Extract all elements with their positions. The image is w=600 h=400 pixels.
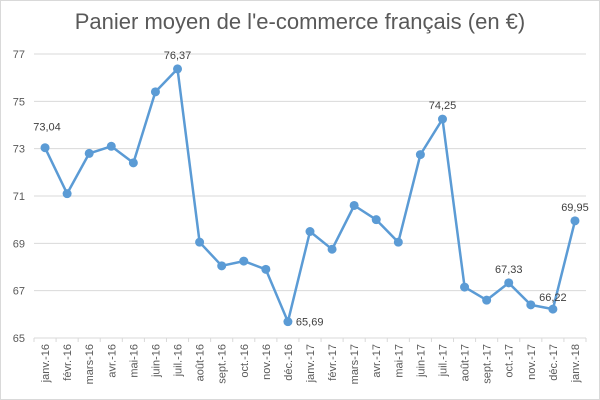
data-point bbox=[217, 261, 227, 271]
data-label: 73,04 bbox=[33, 122, 61, 134]
series-line bbox=[43, 67, 577, 323]
data-point bbox=[40, 143, 50, 153]
x-tick-label: oct.-17 bbox=[504, 344, 516, 378]
x-tick-label: mai-16 bbox=[128, 344, 140, 378]
x-tick-label: déc.-17 bbox=[548, 344, 560, 381]
x-tick-label: sept.-16 bbox=[217, 344, 229, 384]
data-point bbox=[106, 141, 116, 151]
data-point bbox=[173, 64, 183, 74]
x-tick-label: sept.-17 bbox=[482, 344, 494, 384]
y-tick-label: 65 bbox=[13, 333, 25, 345]
x-tick-label: mars-17 bbox=[349, 344, 361, 384]
data-point bbox=[371, 215, 381, 225]
data-point bbox=[526, 300, 536, 310]
data-point bbox=[261, 264, 271, 274]
data-point bbox=[62, 189, 72, 199]
x-tick-label: nov.-16 bbox=[261, 344, 273, 380]
data-point bbox=[195, 237, 205, 247]
x-tick-label: oct.-16 bbox=[239, 344, 251, 378]
data-label: 67,33 bbox=[495, 264, 523, 276]
y-tick-label: 77 bbox=[13, 49, 25, 61]
data-point bbox=[239, 256, 249, 266]
data-point bbox=[150, 87, 160, 97]
x-tick-label: janv.-16 bbox=[40, 344, 52, 383]
data-point bbox=[570, 216, 580, 226]
data-point bbox=[482, 295, 492, 305]
x-tick-label: août-17 bbox=[460, 344, 472, 381]
x-tick-label: juin-16 bbox=[150, 344, 162, 378]
x-tick-label: janv.-18 bbox=[570, 344, 582, 383]
y-tick-label: 69 bbox=[13, 238, 25, 250]
data-label: 69,95 bbox=[561, 202, 589, 214]
x-tick-label: mai-17 bbox=[393, 344, 405, 378]
data-point bbox=[283, 317, 293, 327]
x-tick-label: déc.-16 bbox=[283, 344, 295, 381]
x-tick-label: avr.-16 bbox=[106, 344, 118, 378]
x-tick-label: juil.-16 bbox=[173, 344, 185, 377]
data-point bbox=[305, 227, 315, 236]
data-point bbox=[128, 158, 138, 168]
data-point bbox=[393, 237, 403, 247]
x-tick-label: janv.-17 bbox=[305, 344, 317, 383]
data-label: 76,37 bbox=[164, 50, 192, 62]
x-tick-label: juin-17 bbox=[415, 344, 427, 378]
data-point bbox=[349, 200, 359, 210]
data-point bbox=[437, 114, 447, 124]
data-point bbox=[504, 278, 514, 288]
data-label: 65,69 bbox=[296, 317, 324, 329]
data-point bbox=[327, 244, 337, 254]
y-tick-label: 73 bbox=[13, 144, 25, 156]
chart-title: Panier moyen de l'e-commerce français (e… bbox=[74, 9, 526, 34]
x-tick-label: juil.-17 bbox=[437, 344, 449, 377]
data-label: 66,22 bbox=[539, 292, 567, 304]
data-label: 74,25 bbox=[429, 100, 457, 112]
x-tick-label: avr.-17 bbox=[371, 344, 383, 378]
y-tick-label: 67 bbox=[13, 286, 25, 298]
data-point bbox=[548, 304, 558, 314]
x-tick-label: févr.-17 bbox=[327, 344, 339, 381]
x-tick-label: mars-16 bbox=[84, 344, 96, 384]
data-point bbox=[415, 150, 425, 160]
y-tick-label: 71 bbox=[13, 191, 25, 203]
data-point bbox=[460, 282, 470, 292]
x-tick-label: nov.-17 bbox=[526, 344, 538, 380]
y-tick-label: 75 bbox=[13, 96, 25, 108]
x-tick-label: août-16 bbox=[195, 344, 207, 381]
data-point bbox=[84, 148, 94, 158]
x-tick-label: févr.-16 bbox=[62, 344, 74, 381]
